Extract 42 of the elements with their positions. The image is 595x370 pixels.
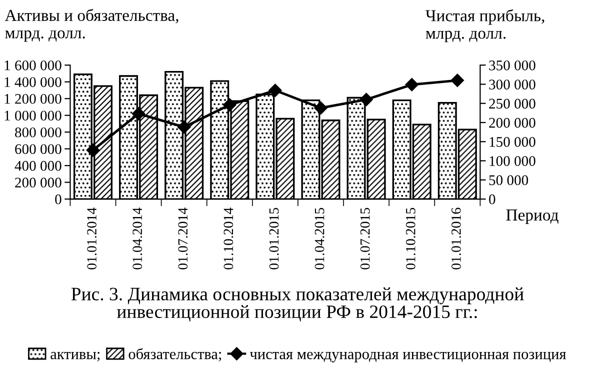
x-tick-label: 01.01.2015	[269, 208, 279, 270]
legend-label: чистая международная инвестиционная позиция	[250, 352, 566, 362]
y2-tick-label: 350 000	[489, 60, 536, 70]
y-tick-label: 800 000	[15, 127, 62, 138]
x-tick-label: 01.04.2015	[314, 208, 324, 270]
x-axis-title: Период	[506, 210, 558, 224]
y-tick-label: 1 000 000	[4, 110, 62, 121]
legend-label: обязательства;	[128, 348, 222, 362]
y2-tick-label: 150 000	[490, 137, 536, 147]
y-tick-label: 600 000	[15, 144, 62, 154]
x-tick-label: 01.10.2014	[224, 208, 234, 270]
y-tick-label: 1 200 000	[4, 94, 62, 104]
y-tick-label: 400 000	[14, 160, 62, 171]
y2-tick-label: 300 000	[489, 80, 536, 90]
x-tick-label: 01.04.2014	[132, 208, 142, 270]
y2-tick-label: 50 000	[489, 175, 528, 186]
point	[405, 78, 418, 92]
point	[178, 120, 191, 134]
y2-tick-label: 100 000	[490, 156, 536, 166]
x-tick-label: 01.07.2014	[178, 208, 188, 270]
y-axis-title: Активы и обязательства, млрд. долл.	[4, 8, 178, 42]
x-tick-label: 01.01.2016	[451, 208, 461, 270]
y2-tick-label: 250 000	[489, 98, 536, 109]
point	[450, 74, 464, 88]
y2-tick-label: 200 000	[489, 118, 536, 128]
point	[314, 101, 328, 115]
point	[360, 92, 373, 106]
point	[86, 143, 100, 157]
text: Рис. 3. Динамика основных показателей международной инвестиционной позиции РФ в 2014-2015 гг.:	[71, 287, 524, 322]
legend-label: активы;	[50, 352, 100, 362]
point	[268, 84, 282, 97]
y2-axis-title: Чистая прибыль, млрд. долл.	[426, 9, 544, 42]
x-tick-label: 01.07.2015	[360, 208, 370, 270]
y-tick-label: 1 400 000	[4, 77, 62, 88]
y-tick-label: 0	[55, 194, 62, 204]
y2-tick-label: 0	[489, 194, 496, 204]
point	[132, 107, 146, 120]
x-tick-label: 01.01.2014	[87, 208, 97, 270]
y-tick-label: 1 600 000	[4, 60, 62, 70]
y-tick-label: 200 000	[15, 178, 62, 188]
x-tick-label: 01.10.2015	[406, 208, 416, 270]
point	[223, 98, 236, 112]
